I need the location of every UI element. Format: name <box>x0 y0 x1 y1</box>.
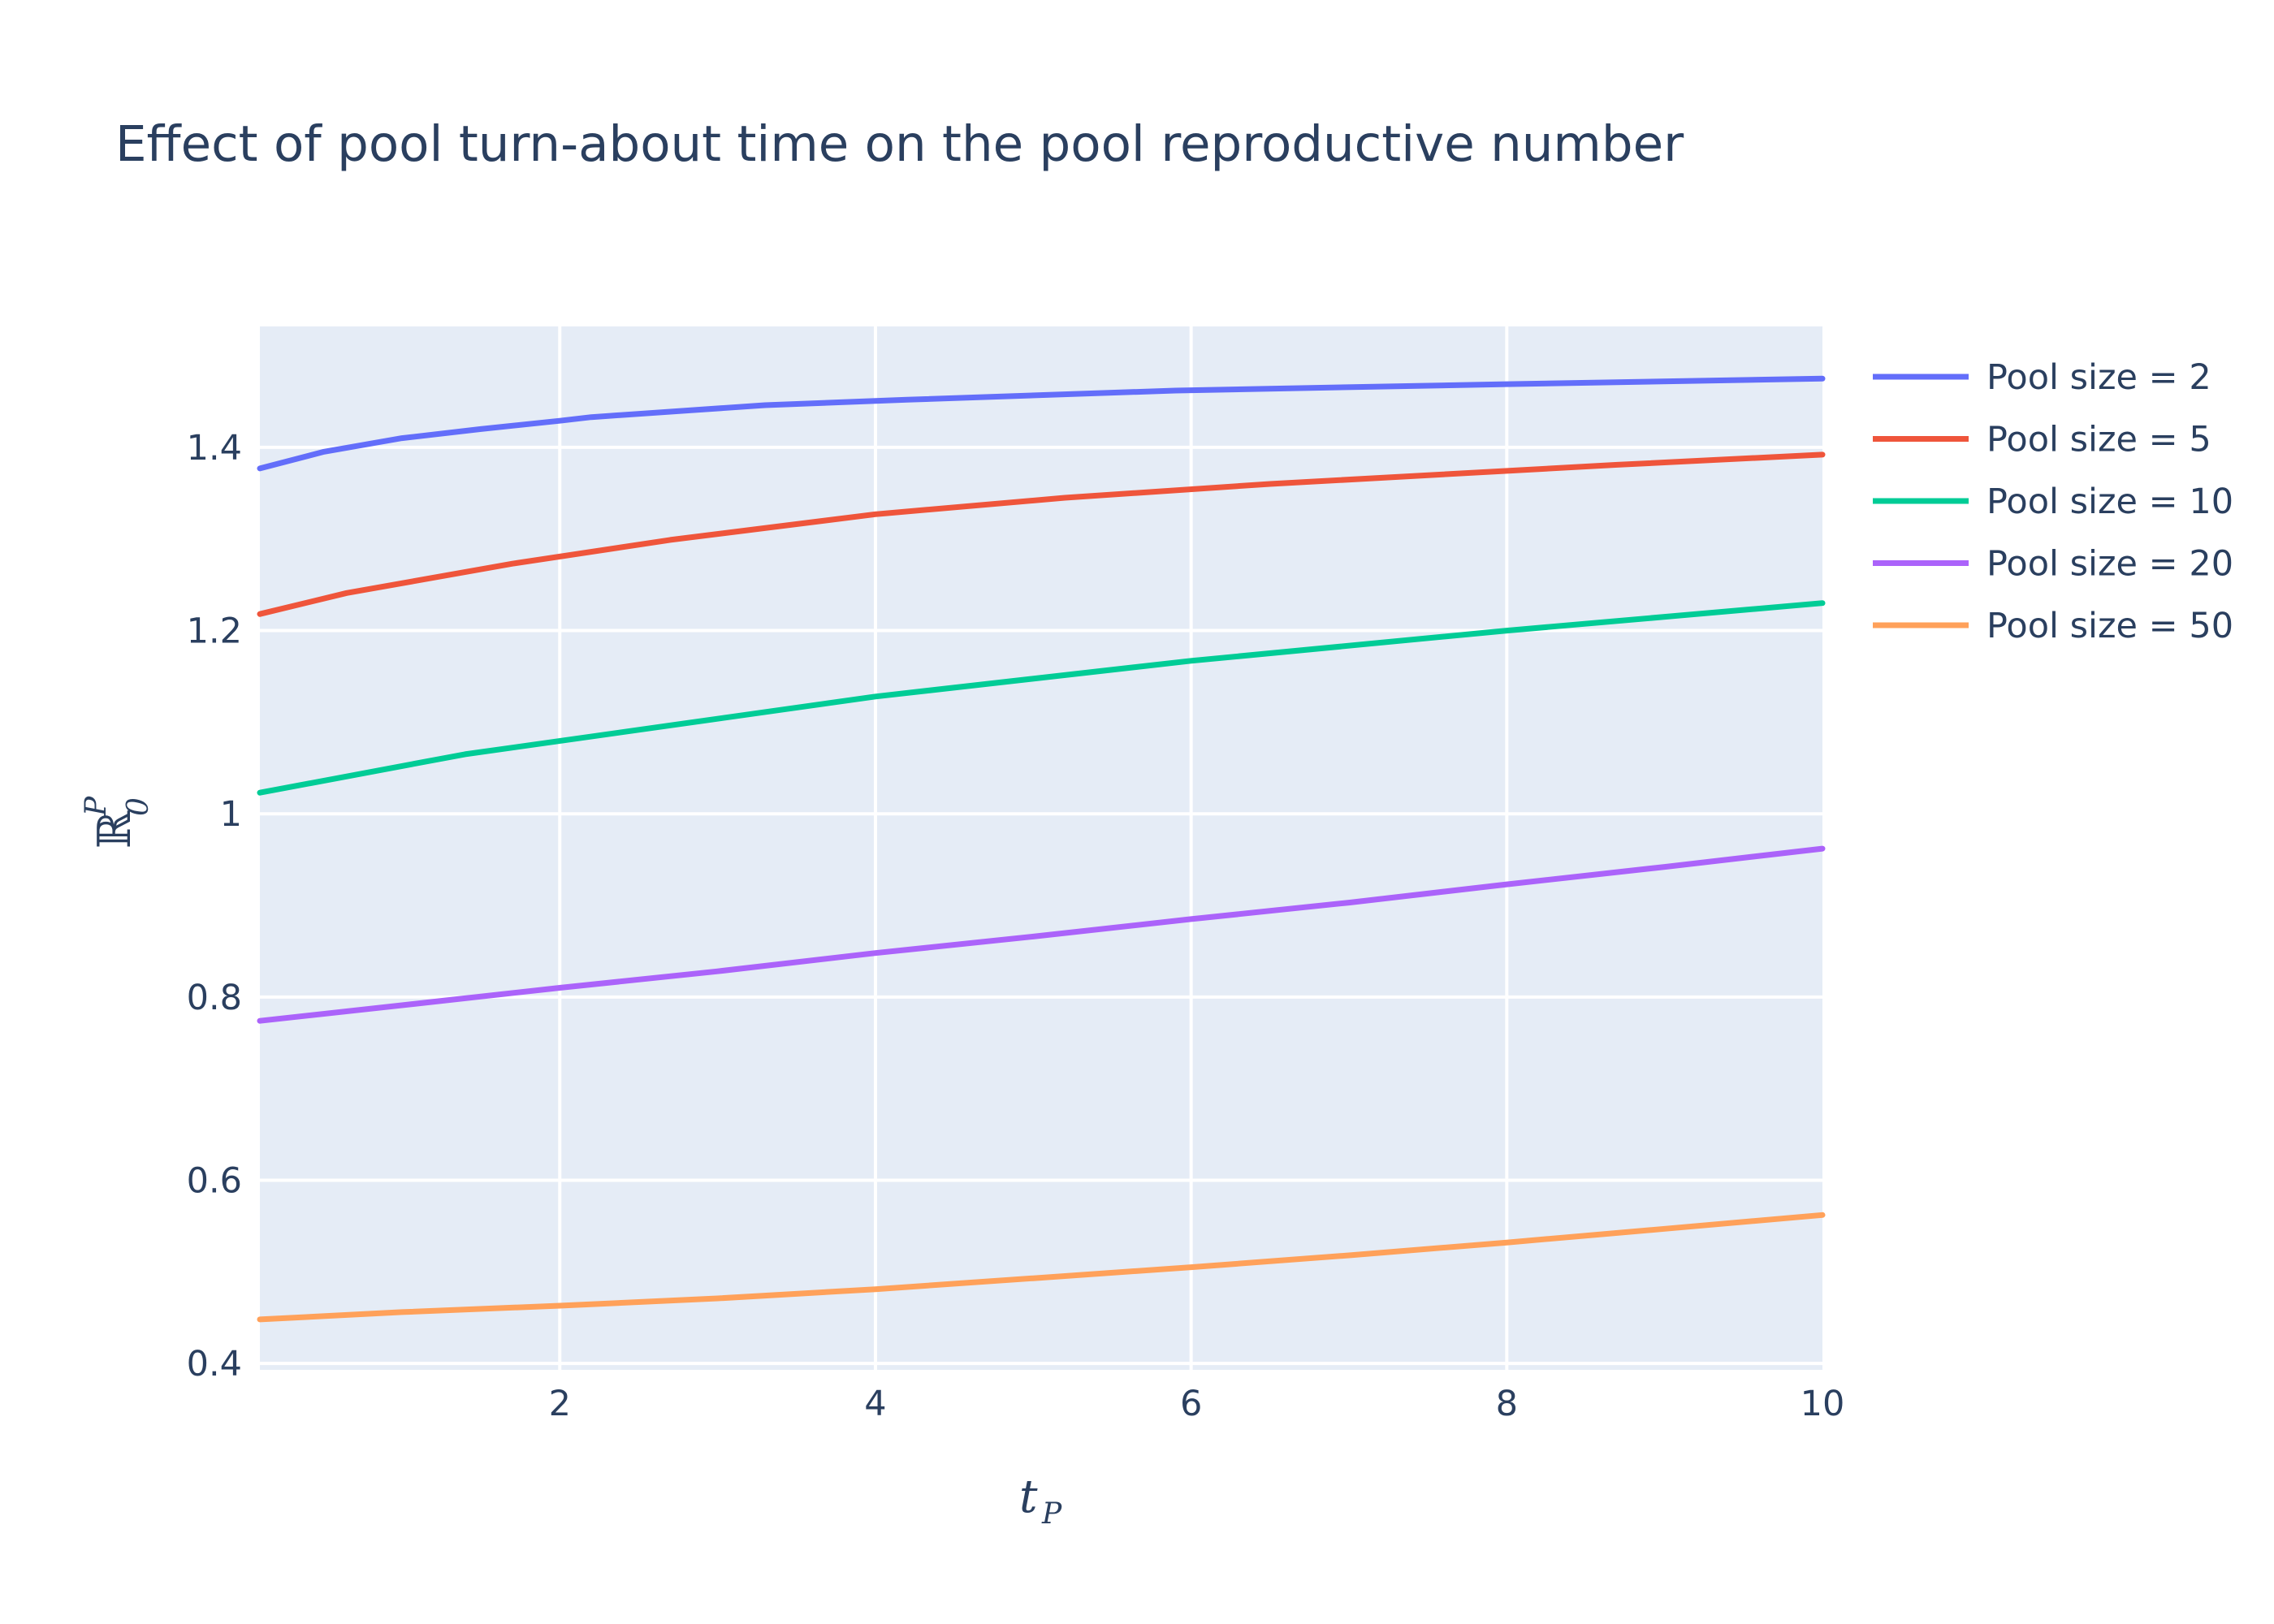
y-axis-title: ℝ 0 P <box>80 796 155 849</box>
x-axis-title-base: t <box>1019 1471 1038 1523</box>
legend-item-label: Pool size = 2 <box>1987 357 2211 398</box>
y-tick-label: 0.8 <box>187 978 242 1018</box>
x-tick-labels: 2 4 6 8 10 <box>549 1384 1845 1424</box>
series-lines <box>257 375 1826 1323</box>
y-axis-title-sup: P <box>80 796 113 817</box>
x-tick-label: 2 <box>549 1384 571 1424</box>
y-tick-label: 0.6 <box>187 1160 242 1201</box>
y-axis-title-base: ℝ <box>89 810 141 849</box>
legend: Pool size = 2 Pool size = 5 Pool size = 10… <box>1873 357 2233 646</box>
legend-item-label: Pool size = 5 <box>1987 420 2211 460</box>
x-axis-title: t P <box>1019 1471 1062 1531</box>
legend-item-label: Pool size = 10 <box>1987 482 2233 522</box>
y-axis-title-sub: 0 <box>122 797 155 816</box>
y-tick-label: 1.4 <box>187 428 242 469</box>
x-axis-title-sub: P <box>1041 1497 1062 1531</box>
x-tick-label: 8 <box>1496 1384 1518 1424</box>
y-tick-label: 1 <box>220 794 242 835</box>
grid-lines <box>260 326 1822 1370</box>
y-tick-label: 0.4 <box>187 1344 242 1384</box>
legend-item-label: Pool size = 20 <box>1987 544 2233 585</box>
series-line <box>257 375 1826 472</box>
y-tick-label: 1.2 <box>187 611 242 652</box>
x-tick-label: 4 <box>864 1384 886 1424</box>
series-line <box>257 600 1826 796</box>
plot-area <box>260 326 1822 1370</box>
chart-title: Effect of pool turn-about time on the po… <box>115 115 1684 173</box>
x-tick-label: 6 <box>1180 1384 1202 1424</box>
series-line <box>257 451 1826 617</box>
series-line <box>257 845 1826 1024</box>
series-line <box>257 1212 1826 1323</box>
x-tick-label: 10 <box>1801 1384 1845 1424</box>
legend-item-label: Pool size = 50 <box>1987 606 2233 646</box>
y-tick-labels: 0.4 0.6 0.8 1 1.2 1.4 <box>187 428 242 1384</box>
